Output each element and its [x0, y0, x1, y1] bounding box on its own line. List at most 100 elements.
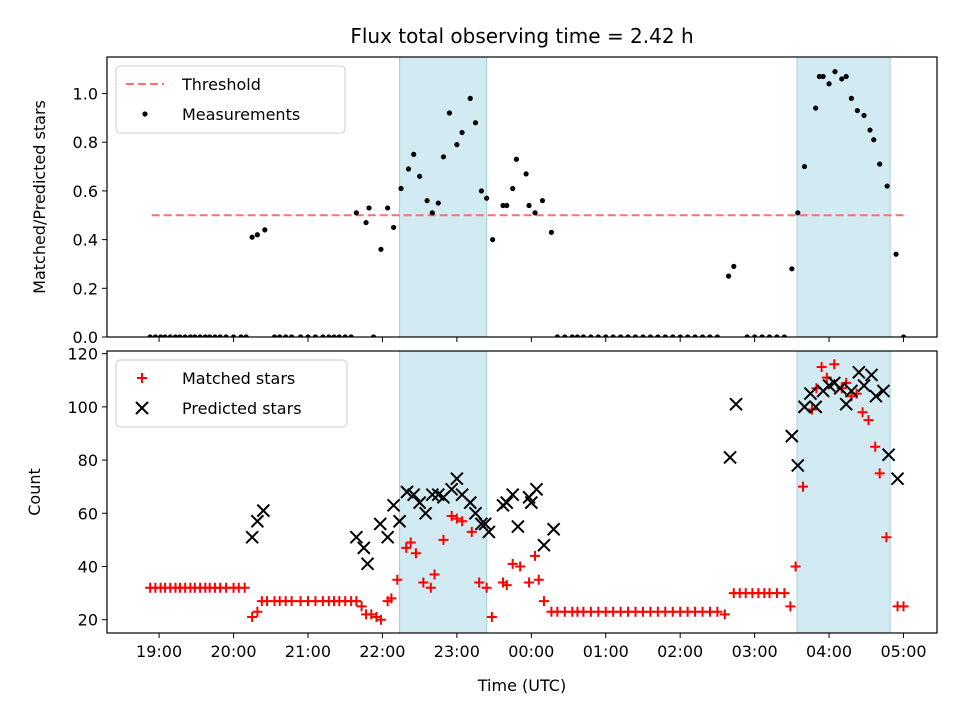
ratio-plot-area: [147, 57, 907, 337]
point-predicted-stars: [392, 514, 407, 528]
point-matched-stars: [829, 359, 840, 370]
point-predicted-stars: [833, 381, 847, 395]
point-matched-stars: [870, 441, 881, 452]
point-measurements: [900, 334, 907, 337]
point-predicted-stars: [546, 522, 561, 536]
point-predicted-stars: [412, 495, 427, 510]
point-matched-stars: [481, 582, 492, 593]
point-matched-stars: [538, 596, 549, 607]
point-matched-stars: [438, 534, 449, 545]
legend-measurement-marker: [142, 111, 148, 117]
point-measurements: [504, 202, 510, 209]
point-predicted-stars: [839, 397, 853, 411]
point-measurements: [212, 334, 218, 337]
point-measurements: [839, 76, 845, 82]
x-tick-label: 23:00: [434, 642, 480, 661]
count-plot-area: [145, 351, 909, 633]
point-measurements: [217, 334, 223, 337]
x-tick-label: 02:00: [657, 642, 703, 661]
point-matched-stars: [252, 606, 263, 617]
point-measurements: [632, 334, 639, 337]
point-measurements: [752, 334, 758, 337]
point-matched-stars: [874, 468, 885, 479]
point-measurements: [647, 334, 654, 337]
point-matched-stars: [446, 510, 457, 521]
point-predicted-stars: [373, 517, 387, 531]
point-measurements: [884, 183, 890, 189]
point-measurements: [182, 334, 188, 337]
point-measurements: [283, 334, 289, 337]
point-measurements: [446, 110, 453, 116]
point-measurements: [177, 334, 183, 337]
point-measurements: [489, 237, 496, 243]
point-measurements: [167, 334, 173, 337]
ratio-frame: [106, 56, 938, 338]
point-measurements: [692, 334, 698, 337]
point-measurements: [326, 334, 332, 337]
point-measurements: [580, 334, 587, 337]
ratio-y-tick-label: 0.0: [73, 328, 98, 347]
point-matched-stars: [486, 612, 497, 623]
x-tick-label: 22:00: [359, 642, 405, 661]
point-matched-stars: [524, 577, 535, 588]
point-matched-stars: [515, 561, 526, 572]
ratio-y-axis-label: Matched/Predicted stars: [30, 100, 49, 294]
point-measurements: [595, 334, 601, 337]
point-matched-stars: [286, 596, 297, 607]
point-predicted-stars: [881, 448, 896, 462]
point-measurements: [813, 105, 819, 111]
point-measurements: [230, 334, 237, 337]
point-matched-stars: [429, 569, 440, 580]
point-predicted-stars: [729, 397, 743, 411]
point-matched-stars: [790, 561, 801, 572]
point-matched-stars: [863, 415, 874, 426]
point-predicted-stars: [357, 541, 371, 555]
point-measurements: [774, 334, 780, 337]
point-measurements: [893, 251, 899, 257]
count-panel: 20 40 60 80 100 120 19:00 20:00 21:00 22:00 23:00 0…: [25, 345, 938, 695]
point-measurements: [826, 81, 832, 87]
point-measurements: [207, 334, 213, 337]
point-matched-stars: [451, 513, 462, 524]
point-predicted-stars: [890, 471, 905, 486]
point-matched-stars: [798, 481, 809, 492]
point-measurements: [625, 334, 631, 337]
point-matched-stars: [898, 601, 909, 612]
point-measurements: [157, 334, 164, 337]
point-matched-stars: [247, 612, 258, 623]
point-predicted-stars: [791, 458, 805, 473]
point-predicted-stars: [529, 482, 544, 497]
point-measurements: [320, 334, 326, 337]
point-predicted-stars: [444, 482, 459, 497]
legend-label: Matched stars: [182, 369, 295, 388]
point-measurements: [588, 334, 594, 337]
point-predicted-stars: [844, 384, 859, 398]
point-measurements: [424, 198, 430, 204]
point-measurements: [378, 246, 384, 252]
point-measurements: [435, 200, 441, 206]
point-measurements: [574, 334, 581, 337]
point-measurements: [152, 334, 158, 337]
point-measurements: [297, 334, 304, 337]
point-predicted-stars: [803, 386, 818, 401]
point-measurements: [440, 154, 447, 160]
point-measurements: [877, 161, 883, 167]
ratio-y-tick-label: 0.2: [73, 279, 98, 298]
count-y-axis-label: Count: [25, 468, 44, 516]
legend-matched-marker: [137, 373, 147, 383]
point-measurements: [417, 173, 423, 179]
point-measurements: [548, 229, 555, 235]
point-measurements: [854, 107, 860, 114]
point-measurements: [478, 188, 485, 194]
point-measurements: [861, 112, 867, 119]
point-measurements: [618, 334, 624, 337]
point-matched-stars: [405, 537, 416, 548]
point-predicted-stars: [360, 557, 375, 571]
ratio-y-tick-label: 0.8: [73, 133, 98, 152]
point-matched-stars: [375, 614, 386, 625]
point-measurements: [513, 156, 520, 162]
point-measurements: [532, 210, 538, 216]
point-measurements: [454, 142, 460, 148]
point-measurements: [603, 334, 609, 337]
point-predicted-stars: [511, 519, 525, 534]
